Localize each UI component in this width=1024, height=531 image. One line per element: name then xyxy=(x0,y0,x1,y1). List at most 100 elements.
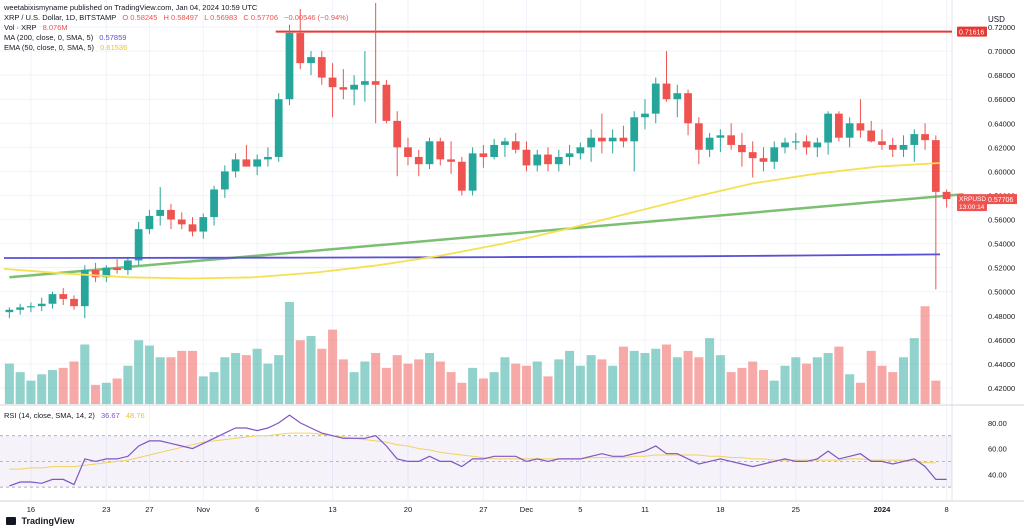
ema-legend[interactable]: EMA (50, close, 0, SMA, 5) 0.61536 xyxy=(4,43,131,52)
publisher-line: weetabixismyname published on TradingVie… xyxy=(4,3,258,12)
resistance-price-badge xyxy=(957,26,987,37)
brand[interactable]: TradingView xyxy=(6,516,74,526)
volume-bar xyxy=(802,363,812,404)
volume-bar xyxy=(187,350,198,404)
candle-body xyxy=(59,294,68,299)
rsi-ma-value: 48.76 xyxy=(125,411,145,420)
y-tick-label: 0.52000 xyxy=(988,264,1015,273)
candle-body xyxy=(285,33,294,100)
last-price-value-badge xyxy=(987,194,1017,205)
volume-bar xyxy=(241,355,251,404)
candle-body xyxy=(382,84,391,121)
candle-body xyxy=(673,93,682,100)
candle-body xyxy=(888,144,897,150)
volume-bar xyxy=(101,382,111,404)
volume-bar xyxy=(177,350,187,404)
volume-bar xyxy=(80,344,90,404)
y-tick-label: 0.42000 xyxy=(988,384,1015,393)
ohlc-open: O 0.58245 xyxy=(122,13,158,22)
volume-bar xyxy=(640,353,650,404)
rsi-legend[interactable]: RSI (14, close, SMA, 14, 2) 36.67 48.76 xyxy=(4,411,149,420)
candle-body xyxy=(274,99,283,157)
candle-body xyxy=(199,217,208,232)
volume-bar xyxy=(37,374,47,404)
y-tick-label: 0.70000 xyxy=(988,47,1015,56)
volume-bar xyxy=(608,365,618,404)
rsi-value: 36.67 xyxy=(100,411,120,420)
candle-body xyxy=(145,215,154,230)
moving-averages xyxy=(3,162,941,280)
volume-bar xyxy=(931,380,941,404)
ema-value: 0.61536 xyxy=(100,43,128,52)
y-tick-label: 0.48000 xyxy=(988,312,1015,321)
candle-body xyxy=(447,159,455,162)
candle-body xyxy=(942,191,951,200)
candle-body xyxy=(641,113,649,118)
candle-body xyxy=(694,123,703,150)
candle-body xyxy=(210,189,218,218)
vol-legend[interactable]: Vol · XRP 8.076M xyxy=(4,23,72,32)
volume-bar xyxy=(866,350,876,404)
volume-bar xyxy=(457,382,467,404)
symbol-title[interactable]: XRP / U.S. Dollar, 1D, BITSTAMP xyxy=(4,13,117,22)
ohlc-change: −0.00546 (−0.94%) xyxy=(284,13,349,22)
volume-bar xyxy=(328,329,338,404)
candle-body xyxy=(371,81,380,85)
tradingview-logo-icon xyxy=(6,517,16,525)
candle-body xyxy=(813,142,822,148)
y-tick-label: 0.56000 xyxy=(988,216,1015,225)
rsi-tick-label: 40.00 xyxy=(988,470,1007,479)
volume-bar xyxy=(812,357,822,404)
x-tick-label: 23 xyxy=(102,505,110,514)
brand-label: TradingView xyxy=(21,516,75,526)
volume-bar xyxy=(360,361,370,404)
candle-body xyxy=(113,267,121,271)
volume-bar xyxy=(381,367,391,404)
x-tick-label: Dec xyxy=(520,505,534,514)
x-tick-label: 27 xyxy=(145,505,153,514)
candle-body xyxy=(867,130,876,142)
candle-body xyxy=(619,137,628,142)
ma-label: MA (200, close, 0, SMA, 5) xyxy=(4,33,94,42)
price-countdown-label: 13:00:14 xyxy=(959,204,985,211)
volume-bar xyxy=(435,361,445,404)
ema-label: EMA (50, close, 0, SMA, 5) xyxy=(4,43,95,52)
candle-body xyxy=(727,135,736,145)
candle-body xyxy=(156,209,165,216)
candle-body xyxy=(608,137,617,142)
ohlc-close: C 0.57706 xyxy=(243,13,279,22)
volume-bar xyxy=(629,350,639,404)
candle-body xyxy=(705,137,714,150)
volume-bar xyxy=(317,348,327,404)
candle-body xyxy=(167,209,175,220)
volume-bar xyxy=(155,357,165,404)
volume-bar xyxy=(134,340,144,404)
volume-bar xyxy=(274,355,284,404)
candle-body xyxy=(339,87,348,90)
volume-bar xyxy=(834,346,844,404)
volume-bar xyxy=(791,357,801,404)
volume-bar xyxy=(737,367,747,404)
volume-bar xyxy=(478,378,488,404)
vol-value: 8.076M xyxy=(42,23,68,32)
rsi-label: RSI (14, close, SMA, 14, 2) xyxy=(4,411,95,420)
ma-legend[interactable]: MA (200, close, 0, SMA, 5) 0.57859 xyxy=(4,33,130,42)
candle-body xyxy=(404,147,412,157)
y-tick-label: 0.68000 xyxy=(988,71,1015,80)
support-trendline xyxy=(9,193,964,279)
volume-bar xyxy=(780,365,790,404)
candle-body xyxy=(824,113,832,143)
volume-bar xyxy=(112,378,122,404)
candle-body xyxy=(134,229,143,261)
y-tick-label: 0.66000 xyxy=(988,95,1015,104)
candle-body xyxy=(522,149,531,166)
volume-bar xyxy=(694,357,704,404)
volume-bar xyxy=(209,372,219,404)
candle-body xyxy=(781,142,789,148)
x-tick-label: Nov xyxy=(197,505,211,514)
y-tick-label: 0.72000 xyxy=(988,23,1015,32)
candle-body xyxy=(662,83,671,100)
volume-bar xyxy=(511,363,521,404)
candle-body xyxy=(910,134,919,145)
